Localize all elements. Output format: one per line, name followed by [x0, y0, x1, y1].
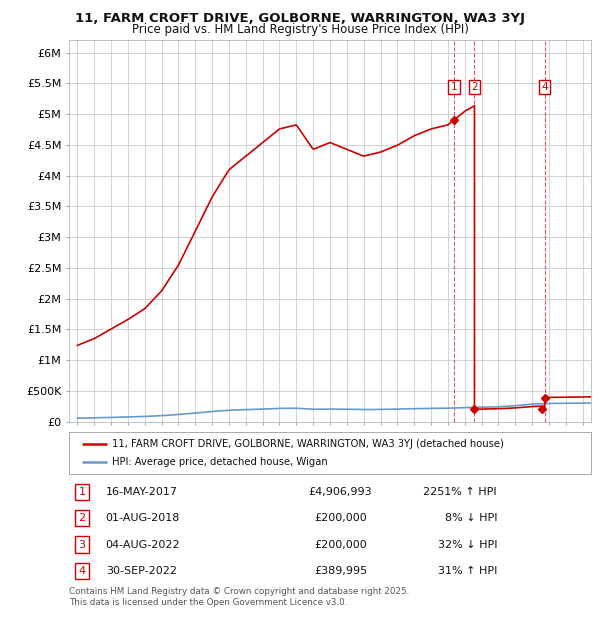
Text: 1: 1: [451, 82, 457, 92]
Text: 11, FARM CROFT DRIVE, GOLBORNE, WARRINGTON, WA3 3YJ (detached house): 11, FARM CROFT DRIVE, GOLBORNE, WARRINGT…: [112, 439, 503, 449]
Text: 16-MAY-2017: 16-MAY-2017: [106, 487, 178, 497]
Text: £4,906,993: £4,906,993: [308, 487, 372, 497]
Text: HPI: Average price, detached house, Wigan: HPI: Average price, detached house, Wiga…: [112, 458, 328, 467]
Text: 2: 2: [79, 513, 86, 523]
Text: £200,000: £200,000: [314, 539, 367, 549]
Text: 2251% ↑ HPI: 2251% ↑ HPI: [424, 487, 497, 497]
Text: 1: 1: [79, 487, 86, 497]
Text: Contains HM Land Registry data © Crown copyright and database right 2025.
This d: Contains HM Land Registry data © Crown c…: [69, 587, 409, 606]
Text: 01-AUG-2018: 01-AUG-2018: [105, 513, 179, 523]
Text: £389,995: £389,995: [314, 566, 367, 576]
Text: 32% ↓ HPI: 32% ↓ HPI: [437, 539, 497, 549]
Text: 8% ↓ HPI: 8% ↓ HPI: [445, 513, 497, 523]
Text: £200,000: £200,000: [314, 513, 367, 523]
Text: 2: 2: [471, 82, 478, 92]
Text: 4: 4: [79, 566, 86, 576]
Text: 30-SEP-2022: 30-SEP-2022: [107, 566, 178, 576]
Text: 04-AUG-2022: 04-AUG-2022: [105, 539, 179, 549]
Text: 11, FARM CROFT DRIVE, GOLBORNE, WARRINGTON, WA3 3YJ: 11, FARM CROFT DRIVE, GOLBORNE, WARRINGT…: [75, 12, 525, 25]
Text: 3: 3: [79, 539, 86, 549]
Text: 31% ↑ HPI: 31% ↑ HPI: [437, 566, 497, 576]
Text: Price paid vs. HM Land Registry's House Price Index (HPI): Price paid vs. HM Land Registry's House …: [131, 23, 469, 36]
Text: 4: 4: [541, 82, 548, 92]
